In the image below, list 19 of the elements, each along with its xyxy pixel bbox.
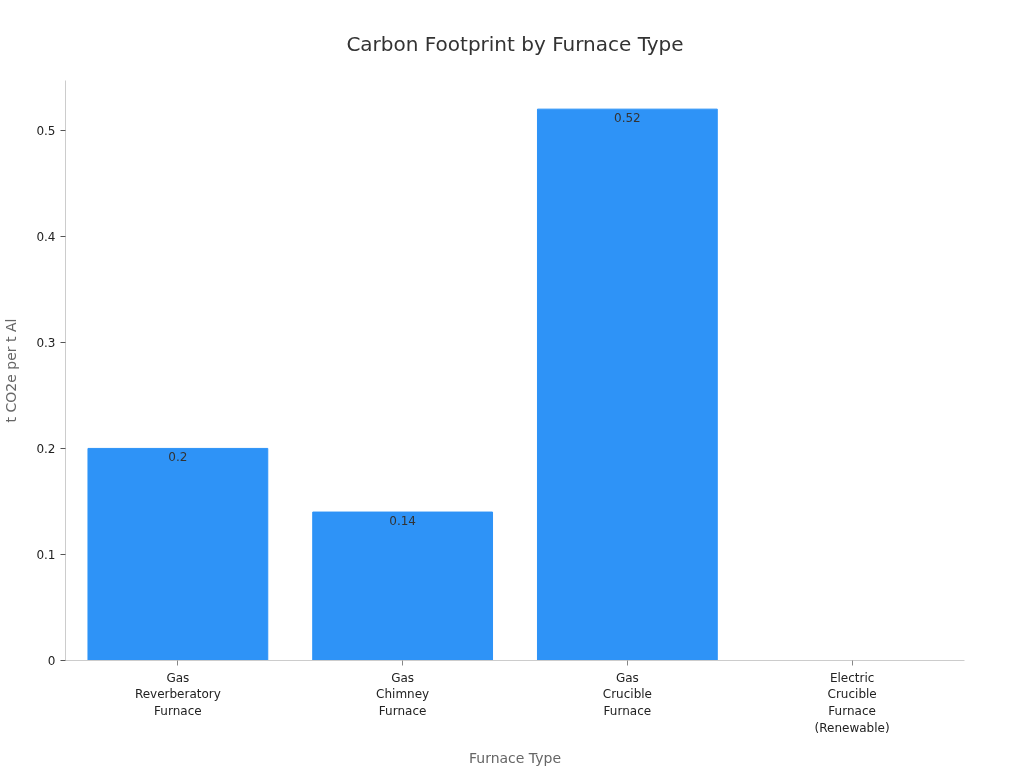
- y-tick-label: 0.3: [36, 335, 56, 350]
- data-label: 0.52: [614, 111, 641, 126]
- y-tick-label: 0.1: [36, 547, 56, 562]
- y-tick-label: 0.5: [36, 123, 56, 138]
- x-tick-label: Gas Chimney Furnace: [376, 670, 430, 719]
- x-tick-label: Gas Crucible Furnace: [602, 670, 652, 719]
- x-tick-label: Gas Reverberatory Furnace: [134, 670, 221, 719]
- y-tick-label: 0.4: [36, 229, 56, 244]
- data-label: 0.14: [389, 514, 416, 529]
- bar: [87, 447, 269, 661]
- bar: [312, 511, 494, 661]
- x-tick-label: Electric Crucible Furnace (Renewable): [814, 670, 890, 735]
- y-tick-label: 0.2: [36, 441, 56, 456]
- y-axis-title: t CO2e per t Al: [3, 318, 20, 423]
- chart-title: Carbon Footprint by Furnace Type: [346, 31, 684, 56]
- x-axis-title: Furnace Type: [468, 749, 562, 766]
- bar: [536, 108, 718, 661]
- y-tick-label: 0: [47, 654, 56, 668]
- data-label: 0.2: [168, 450, 188, 465]
